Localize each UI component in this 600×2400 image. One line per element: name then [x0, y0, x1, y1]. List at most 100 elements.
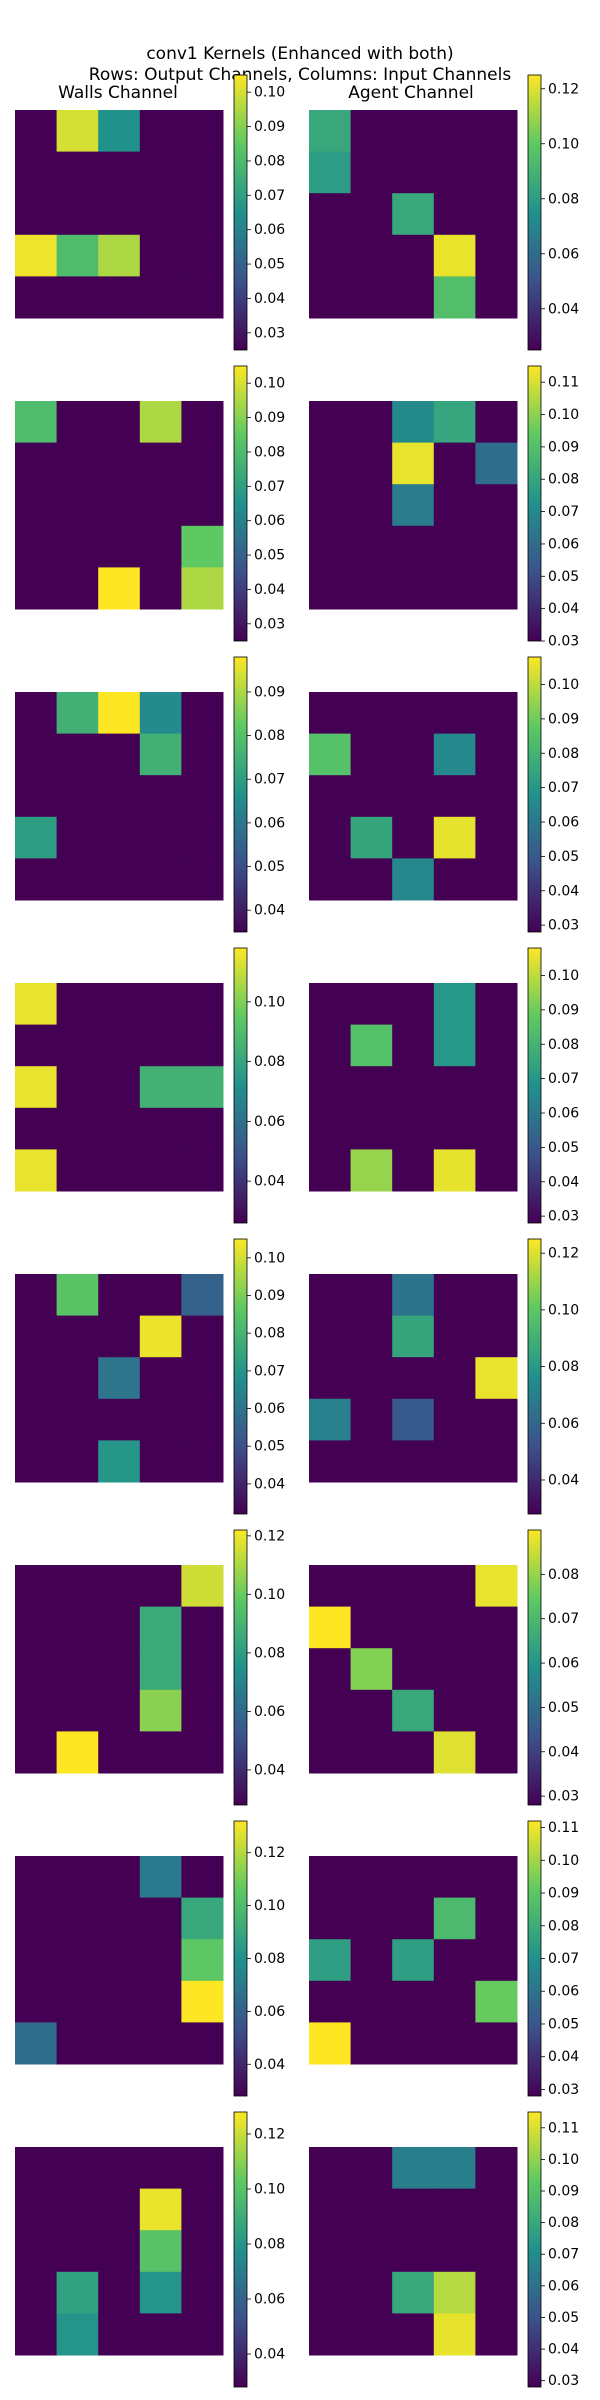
heatmap-cell-agent-r5-1-1 — [350, 1606, 393, 1649]
heatmap-cell-agent-r0-0-4 — [475, 110, 518, 153]
heatmap-cell-walls-r0-2-1 — [56, 193, 99, 236]
colorbar-tick-label-agent-row3-7: 0.10 — [548, 968, 579, 984]
heatmap-cell-walls-r1-4-1 — [56, 567, 99, 610]
heatmap-cell-walls-r5-4-0 — [15, 1731, 58, 1774]
heatmap-cell-walls-r6-2-2 — [98, 1939, 141, 1982]
heatmap-cell-agent-r0-3-1 — [350, 234, 393, 277]
heatmap-cell-walls-r1-0-2 — [98, 401, 141, 444]
heatmap-cell-walls-r0-3-2 — [98, 234, 141, 277]
heatmap-cell-agent-r4-4-0 — [309, 1440, 352, 1483]
heatmap-cell-agent-r6-4-1 — [350, 2022, 393, 2065]
heatmap-cell-agent-r1-1-2 — [392, 442, 435, 485]
heatmap-cell-walls-r5-3-2 — [98, 1689, 141, 1732]
heatmap-cell-agent-r5-2-0 — [309, 1648, 352, 1691]
heatmap-cell-walls-r6-2-1 — [56, 1939, 99, 1982]
heatmap-cell-walls-r4-2-0 — [15, 1357, 58, 1400]
colorbar-tick-label-agent-row5-4: 0.07 — [548, 1611, 579, 1627]
heatmap-cell-walls-r2-2-0 — [15, 775, 58, 818]
colorbar-tick-label-agent-row7-3: 0.06 — [548, 2278, 579, 2294]
heatmap-cell-walls-r7-2-3 — [139, 2230, 182, 2273]
heatmap-cell-agent-r4-2-0 — [309, 1357, 352, 1400]
heatmap-cell-agent-r4-1-1 — [350, 1315, 393, 1358]
heatmap-cell-agent-r4-4-4 — [475, 1440, 518, 1483]
heatmap-cell-walls-r0-1-4 — [181, 151, 224, 194]
heatmap-cell-walls-r4-1-3 — [139, 1315, 182, 1358]
heatmap-cell-agent-r4-0-2 — [392, 1274, 435, 1317]
colorbar-tick-label-agent-row5-2: 0.05 — [548, 1700, 579, 1716]
heatmap-cell-walls-r0-1-3 — [139, 151, 182, 194]
heatmap-cell-walls-r7-4-2 — [98, 2313, 141, 2356]
heatmap-cell-walls-r7-0-1 — [56, 2147, 99, 2190]
heatmap-cell-walls-r1-1-0 — [15, 442, 58, 485]
heatmap-cell-agent-r3-0-2 — [392, 983, 435, 1026]
heatmap-cell-agent-r7-1-0 — [309, 2188, 352, 2231]
heatmap-cell-agent-r3-2-1 — [350, 1066, 393, 1109]
figure-title-line2: Rows: Output Channels, Columns: Input Ch… — [88, 65, 512, 85]
heatmap-cell-agent-r4-2-2 — [392, 1357, 435, 1400]
heatmap-cell-walls-r7-0-0 — [15, 2147, 58, 2190]
heatmap-cell-agent-r6-4-3 — [433, 2022, 476, 2065]
heatmap-cell-agent-r7-2-0 — [309, 2230, 352, 2273]
heatmap-cell-agent-r5-0-4 — [475, 1565, 518, 1608]
heatmap-cell-agent-r2-1-0 — [309, 733, 352, 776]
heatmap-cell-agent-r4-4-2 — [392, 1440, 435, 1483]
heatmap-cell-agent-r2-2-4 — [475, 775, 518, 818]
colorbar-walls-row7 — [233, 2111, 248, 2388]
heatmap-cell-agent-r1-0-0 — [309, 401, 352, 444]
heatmap-cell-agent-r1-4-3 — [433, 567, 476, 610]
heatmap-cell-agent-r0-3-2 — [392, 234, 435, 277]
heatmap-cell-walls-r7-4-0 — [15, 2313, 58, 2356]
heatmap-cell-agent-r4-4-3 — [433, 1440, 476, 1483]
heatmap-cell-walls-r0-1-2 — [98, 151, 141, 194]
heatmap-cell-walls-r2-4-3 — [139, 858, 182, 901]
heatmap-cell-agent-r6-4-0 — [309, 2022, 352, 2065]
heatmap-cell-agent-r0-2-2 — [392, 193, 435, 236]
colorbar-tick-label-agent-row0-3: 0.10 — [548, 136, 579, 152]
heatmap-cell-agent-r6-0-4 — [475, 1856, 518, 1899]
heatmap-cell-agent-r3-2-0 — [309, 1066, 352, 1109]
heatmap-cell-agent-r6-1-2 — [392, 1897, 435, 1940]
colorbar-tick-label-agent-row5-0: 0.03 — [548, 1789, 579, 1805]
colorbar-agent-row4 — [527, 1238, 542, 1515]
heatmap-cell-agent-r4-0-3 — [433, 1274, 476, 1317]
heatmap-cell-agent-r6-0-3 — [433, 1856, 476, 1899]
heatmap-cell-agent-r1-0-3 — [433, 401, 476, 444]
heatmap-cell-agent-r4-1-0 — [309, 1315, 352, 1358]
colorbar-tick-label-agent-row2-2: 0.05 — [548, 849, 579, 865]
heatmap-cell-agent-r5-2-4 — [475, 1648, 518, 1691]
heatmap-cell-agent-r3-0-1 — [350, 983, 393, 1026]
colorbar-tick-label-agent-row1-3: 0.06 — [548, 536, 579, 552]
heatmap-cell-agent-r4-1-3 — [433, 1315, 476, 1358]
heatmap-cell-walls-r4-0-4 — [181, 1274, 224, 1317]
heatmap-cell-walls-r2-3-4 — [181, 816, 224, 859]
heatmap-cell-walls-r0-0-2 — [98, 110, 141, 153]
heatmap-cell-walls-r5-0-3 — [139, 1565, 182, 1608]
heatmap-cell-walls-r5-0-1 — [56, 1565, 99, 1608]
colorbar-tick-label-agent-row1-5: 0.08 — [548, 472, 579, 488]
heatmap-cell-agent-r6-1-1 — [350, 1897, 393, 1940]
heatmap-cell-agent-r1-0-2 — [392, 401, 435, 444]
heatmap-cell-walls-r7-2-0 — [15, 2230, 58, 2273]
heatmap-cell-walls-r4-2-3 — [139, 1357, 182, 1400]
colorbar-tick-label-agent-row6-2: 0.05 — [548, 2016, 579, 2032]
heatmap-cell-walls-r6-2-4 — [181, 1939, 224, 1982]
heatmap-cell-agent-r0-4-3 — [433, 276, 476, 319]
colorbar-tick-label-walls-row3-0: 0.04 — [254, 1174, 285, 1190]
heatmap-cell-walls-r1-4-0 — [15, 567, 58, 610]
heatmap-cell-walls-r2-2-4 — [181, 775, 224, 818]
heatmap-cell-walls-r6-0-2 — [98, 1856, 141, 1899]
heatmap-cell-agent-r2-0-2 — [392, 692, 435, 735]
heatmap-cell-agent-r4-0-0 — [309, 1274, 352, 1317]
colorbar-tick-label-walls-row1-3: 0.06 — [254, 513, 285, 529]
colorbar-tick-label-walls-row4-0: 0.04 — [254, 1476, 285, 1492]
colorbar-tick-label-agent-row4-3: 0.10 — [548, 1302, 579, 1318]
heatmap-cell-walls-r0-2-4 — [181, 193, 224, 236]
heatmap-cell-walls-r6-1-3 — [139, 1897, 182, 1940]
heatmap-cell-agent-r1-2-0 — [309, 484, 352, 527]
heatmap-cell-walls-r3-0-3 — [139, 983, 182, 1026]
heatmap-cell-walls-r1-2-0 — [15, 484, 58, 527]
heatmap-cell-agent-r3-1-3 — [433, 1024, 476, 1067]
colorbar-tick-label-agent-row1-8: 0.11 — [548, 375, 579, 391]
heatmap-cell-walls-r1-3-2 — [98, 525, 141, 568]
heatmap-cell-walls-r2-1-2 — [98, 733, 141, 776]
